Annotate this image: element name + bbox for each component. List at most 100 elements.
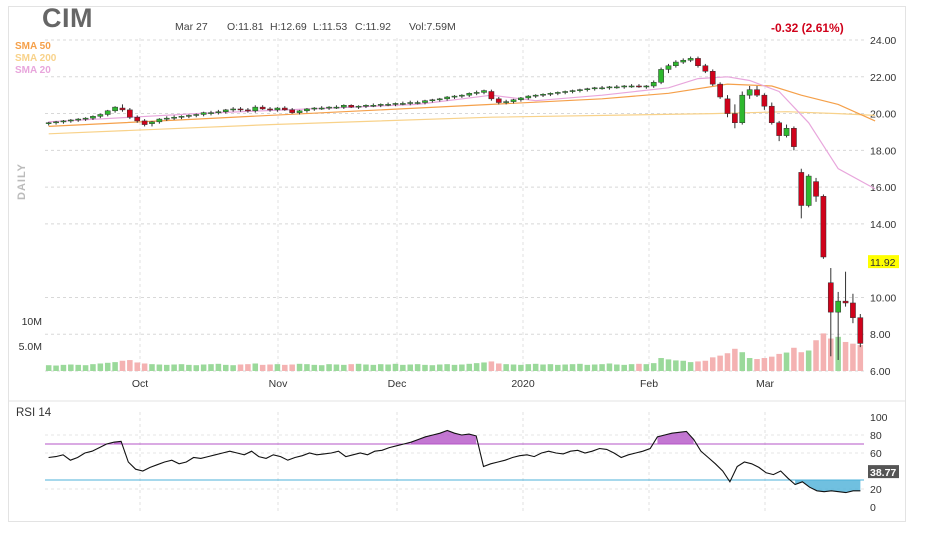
volume-bar xyxy=(857,345,864,371)
candle xyxy=(628,85,635,88)
candle xyxy=(252,106,259,112)
volume-bar xyxy=(621,364,627,371)
quote-date: Mar 27 xyxy=(175,21,208,33)
volume-bar xyxy=(687,362,694,371)
y-tick-label: 24.00 xyxy=(870,35,896,47)
candle xyxy=(503,101,509,103)
candle xyxy=(783,128,790,136)
volume-bar xyxy=(503,364,509,371)
candle xyxy=(687,58,694,61)
timeframe-label: DAILY xyxy=(16,163,28,200)
volume-bar xyxy=(355,363,362,371)
candle xyxy=(643,85,650,88)
candle xyxy=(562,91,569,93)
volume-bar xyxy=(267,364,273,371)
candle xyxy=(355,105,362,108)
candle xyxy=(134,116,141,122)
rsi-last-label: 38.77 xyxy=(870,467,896,479)
candle xyxy=(104,110,111,115)
volume-bar xyxy=(75,364,81,371)
volume-bar xyxy=(650,363,657,371)
volume-bar xyxy=(783,352,790,371)
volume-bar xyxy=(223,364,229,371)
x-tick-label: Nov xyxy=(269,378,288,390)
candle xyxy=(606,86,613,89)
candle xyxy=(436,98,443,101)
volume-bar xyxy=(724,353,731,371)
candle xyxy=(776,122,782,136)
volume-bar xyxy=(798,352,805,371)
legend-sma200: SMA 200 xyxy=(15,53,57,64)
rsi-tick-label: 80 xyxy=(870,430,882,442)
volume-bar xyxy=(695,361,701,371)
volume-bar xyxy=(53,365,59,371)
volume-bar xyxy=(488,361,495,371)
sma200-line xyxy=(48,111,876,135)
y-tick-label: 18.00 xyxy=(870,145,896,157)
candle xyxy=(245,109,251,112)
volume-bar xyxy=(746,358,753,371)
candle xyxy=(318,107,325,110)
volume-bar xyxy=(282,364,288,371)
x-tick-label: 2020 xyxy=(511,378,535,390)
candle xyxy=(215,111,222,113)
volume-bar xyxy=(230,365,236,371)
volume-bar xyxy=(200,364,207,371)
candle xyxy=(665,65,672,70)
candle xyxy=(577,89,583,91)
volume-bar xyxy=(643,364,650,371)
candle xyxy=(289,109,296,113)
y-tick-label: 20.00 xyxy=(870,109,896,121)
volume-bar xyxy=(259,364,266,371)
volume-bar xyxy=(769,356,775,371)
volume-bar xyxy=(805,350,812,371)
volume-bar xyxy=(532,363,539,371)
volume-bar xyxy=(739,352,746,371)
candle xyxy=(281,107,288,111)
candle xyxy=(613,86,620,89)
volume-bar xyxy=(304,364,310,371)
candle xyxy=(186,115,192,117)
y-tick-label: 14.00 xyxy=(870,219,896,231)
volume-bar xyxy=(112,362,118,371)
volume-bar xyxy=(149,364,155,371)
candle xyxy=(414,102,421,104)
candle xyxy=(407,102,414,104)
candle xyxy=(200,112,207,115)
candle xyxy=(149,121,155,124)
volume-bar xyxy=(680,360,686,371)
volume-bar xyxy=(754,359,760,371)
candle xyxy=(532,94,539,97)
candle xyxy=(547,93,554,95)
volume-bar xyxy=(97,363,104,371)
candle xyxy=(53,121,59,124)
candle xyxy=(230,108,236,111)
volume-bar xyxy=(599,364,605,371)
candle xyxy=(45,122,52,124)
candle xyxy=(171,116,177,119)
volume-bar xyxy=(400,364,406,371)
volume-bar xyxy=(414,364,421,371)
candle xyxy=(709,71,716,85)
candle xyxy=(621,85,628,88)
candle xyxy=(525,95,532,99)
candle xyxy=(791,128,797,147)
rsi-line xyxy=(48,429,861,494)
y-tick-label: 6.00 xyxy=(870,366,891,378)
candle xyxy=(97,114,104,117)
candle xyxy=(591,87,598,90)
volume-bar xyxy=(171,364,177,371)
candle xyxy=(739,94,746,123)
candle xyxy=(798,172,805,206)
y-tick-label: 22.00 xyxy=(870,72,896,84)
x-tick-label: Dec xyxy=(388,378,407,390)
candle xyxy=(326,106,332,109)
candle xyxy=(340,105,347,108)
candle xyxy=(768,105,775,123)
rsi-overbought-fill xyxy=(657,431,694,444)
volume-bar xyxy=(606,363,613,371)
candle xyxy=(518,97,524,101)
candle xyxy=(805,175,812,206)
volume-bar xyxy=(658,358,664,371)
